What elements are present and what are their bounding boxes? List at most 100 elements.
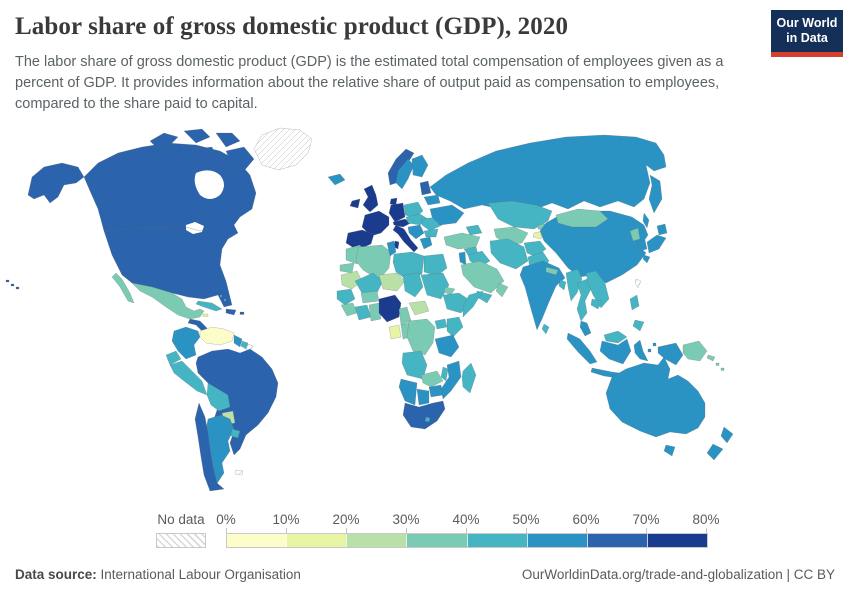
country-france[interactable] <box>361 210 390 237</box>
country-russia[interactable] <box>429 134 667 210</box>
solomon-2[interactable] <box>720 367 725 371</box>
victoria-island[interactable] <box>195 146 217 162</box>
taiwan-nodata[interactable] <box>634 278 642 289</box>
footer-link[interactable]: OurWorldinData.org/trade-and-globalizati… <box>521 567 783 582</box>
country-tunisia[interactable] <box>386 240 397 257</box>
kamchatka[interactable] <box>648 174 663 214</box>
country-central-african-republic[interactable] <box>408 300 430 316</box>
legend-bin-20-30%[interactable] <box>346 534 407 547</box>
philippines-luzon[interactable] <box>629 294 640 311</box>
malay-peninsula[interactable] <box>579 320 592 337</box>
country-madagascar[interactable] <box>461 362 477 394</box>
country-venezuela[interactable] <box>199 326 235 346</box>
country-germany[interactable] <box>388 202 406 223</box>
country-ireland[interactable] <box>349 198 361 209</box>
country-canada-usa[interactable] <box>83 142 257 308</box>
new-zealand-south[interactable] <box>706 443 724 461</box>
country-ecuador[interactable] <box>165 350 182 366</box>
country-laos-vietnam[interactable] <box>585 270 610 309</box>
country-guyana[interactable] <box>233 334 243 348</box>
new-zealand-north[interactable] <box>720 426 734 444</box>
country-greenland-nodata[interactable] <box>253 127 313 171</box>
tasmania[interactable] <box>663 444 676 457</box>
country-guinea[interactable] <box>340 302 358 317</box>
country-united-kingdom[interactable] <box>362 184 379 213</box>
country-ivory-coast[interactable] <box>354 304 372 321</box>
moluccas-1[interactable] <box>647 348 652 353</box>
country-india[interactable] <box>519 260 566 331</box>
hawaii-1[interactable] <box>5 279 10 283</box>
new-britain[interactable] <box>706 354 716 362</box>
country-south-africa[interactable] <box>402 400 446 430</box>
country-dr-congo[interactable] <box>406 318 436 356</box>
country-botswana[interactable] <box>416 388 430 406</box>
country-iran[interactable] <box>489 238 529 270</box>
country-namibia[interactable] <box>398 378 418 406</box>
country-sweden[interactable] <box>395 158 415 190</box>
country-spain-portugal[interactable] <box>345 229 375 251</box>
country-south-korea[interactable] <box>636 239 648 252</box>
philippines-mindanao[interactable] <box>632 319 645 332</box>
country-finland[interactable] <box>411 154 429 178</box>
country-malawi[interactable] <box>440 366 449 382</box>
country-mongolia[interactable] <box>555 208 609 228</box>
legend-no-data-swatch[interactable] <box>156 533 206 548</box>
country-kenya[interactable] <box>446 316 464 338</box>
country-iceland[interactable] <box>327 173 346 186</box>
sumatra[interactable] <box>566 332 598 365</box>
country-greece[interactable] <box>419 236 433 250</box>
country-north-korea[interactable] <box>629 227 641 242</box>
country-tanzania[interactable] <box>434 334 460 358</box>
caucasus[interactable] <box>465 224 483 236</box>
country-mexico[interactable] <box>131 282 205 320</box>
country-balkans-west[interactable] <box>407 224 425 240</box>
country-colombia[interactable] <box>171 326 201 360</box>
country-australia[interactable] <box>605 356 706 438</box>
legend-bin-70-80%[interactable] <box>646 534 707 547</box>
legend-bin-30-40%[interactable] <box>406 534 467 547</box>
bahamas-2[interactable] <box>223 298 227 302</box>
legend-bin-60-70%[interactable] <box>586 534 647 547</box>
baja-california[interactable] <box>111 272 135 304</box>
baffin-island[interactable] <box>225 146 255 172</box>
owid-logo[interactable]: Our World in Data <box>771 10 843 57</box>
western-sahara[interactable] <box>339 262 355 274</box>
arctic-island-3[interactable] <box>215 132 241 148</box>
country-chile[interactable] <box>194 402 225 492</box>
arctic-island-1[interactable] <box>149 132 179 148</box>
country-chad[interactable] <box>402 272 424 298</box>
country-italy[interactable] <box>392 224 419 253</box>
country-cuba[interactable] <box>195 300 223 312</box>
country-papua-new-guinea[interactable] <box>682 340 708 362</box>
country-sri-lanka[interactable] <box>541 323 550 335</box>
arctic-island-2[interactable] <box>183 128 211 144</box>
country-china[interactable] <box>539 210 649 284</box>
country-ghana-benin[interactable] <box>368 302 382 322</box>
borneo-indonesia[interactable] <box>599 338 632 365</box>
sulawesi[interactable] <box>633 339 649 362</box>
country-oman[interactable] <box>495 282 509 298</box>
bahamas-1[interactable] <box>219 294 223 298</box>
country-bangladesh[interactable] <box>558 279 567 291</box>
country-zimbabwe[interactable] <box>428 384 444 398</box>
country-nepal[interactable] <box>545 266 559 276</box>
country-ukraine[interactable] <box>429 204 465 226</box>
country-cambodia[interactable] <box>590 298 603 310</box>
country-somalia[interactable] <box>462 290 484 318</box>
sakhalin[interactable] <box>642 212 650 229</box>
country-belarus[interactable] <box>423 194 441 206</box>
japan-honshu[interactable] <box>646 234 667 254</box>
country-bulgaria[interactable] <box>423 228 439 238</box>
moluccas-2[interactable] <box>652 342 657 347</box>
country-kazakhstan[interactable] <box>487 200 553 230</box>
hawaii-3[interactable] <box>15 286 20 290</box>
legend-bin-50-60%[interactable] <box>526 534 587 547</box>
legend-bin-40-50%[interactable] <box>466 534 527 547</box>
baltic-states[interactable] <box>419 180 432 196</box>
west-papua-indonesia[interactable] <box>657 342 684 366</box>
country-algeria[interactable] <box>355 244 392 281</box>
country-lesotho[interactable] <box>424 416 431 423</box>
country-egypt[interactable] <box>423 253 448 277</box>
country-burkina-faso[interactable] <box>360 290 380 304</box>
country-bolivia[interactable] <box>206 382 231 412</box>
